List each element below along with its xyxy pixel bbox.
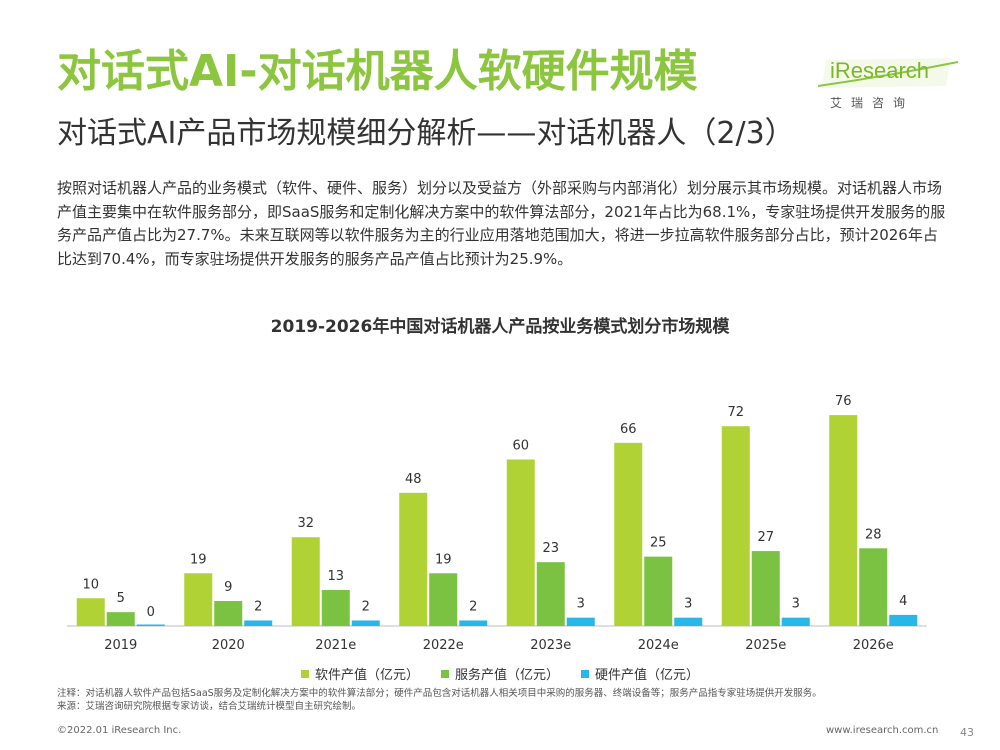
legend-swatch-hardware [581, 669, 589, 678]
bar-2-2025e [781, 617, 810, 626]
legend-label-service: 服务产值（亿元） [454, 668, 559, 683]
iresearch-logo: iResearch 艾瑞咨询 [818, 56, 958, 116]
bar-1-2024e [644, 556, 673, 626]
data-label-1-2025e: 27 [757, 530, 774, 545]
legend-swatch-service [440, 669, 449, 678]
page-title: 对话式AI-对话机器人软硬件规模 [57, 46, 698, 97]
bar-0-2022e [399, 492, 428, 626]
legend-label-software: 软件产值（亿元） [314, 668, 419, 683]
data-label-2-2024e: 3 [684, 597, 692, 612]
bar-0-2023e [506, 459, 535, 626]
data-label-1-2021e: 13 [327, 569, 344, 584]
x-tick-label-2020: 2020 [212, 638, 245, 653]
x-tick-label-2026e: 2026e [853, 638, 894, 653]
bar-0-2020 [184, 573, 213, 626]
bar-2-2022e [459, 620, 488, 626]
source-text: 来源：艾瑞咨询研究院根据专家访谈，结合艾瑞统计模型自主研究绘制。 [57, 701, 362, 712]
data-label-1-2026e: 28 [865, 527, 882, 542]
bar-1-2021e [321, 589, 350, 626]
data-label-0-2026e: 76 [835, 394, 852, 409]
intro-paragraph: 按照对话机器人产品的业务模式（软件、硬件、服务）划分以及受益方（外部采购与内部消… [57, 179, 946, 268]
bar-1-2026e [859, 548, 888, 626]
bar-2-2020 [244, 620, 273, 626]
x-tick-label-2022e: 2022e [423, 638, 464, 653]
chart-notes: 注释：对话机器人软件产品包括SaaS服务及定制化解决方案中的软件算法部分；硬件产… [57, 687, 822, 713]
data-label-2-2026e: 4 [899, 594, 907, 609]
bar-2-2026e [889, 614, 918, 626]
x-tick-label-2021e: 2021e [315, 638, 356, 653]
data-label-0-2020: 19 [190, 552, 207, 567]
bar-1-2019 [106, 612, 135, 626]
data-label-1-2024e: 25 [650, 536, 667, 551]
legend-swatch-software [300, 669, 309, 678]
legend-item-service: 服务产值（亿元） [440, 664, 559, 683]
bar-0-2019 [76, 598, 105, 626]
footer-url[interactable]: www.iresearch.com.cn [826, 725, 939, 736]
data-label-0-2025e: 72 [727, 405, 744, 420]
data-label-0-2022e: 48 [405, 472, 422, 487]
bar-1-2023e [536, 562, 565, 626]
data-label-2-2019: 0 [147, 605, 155, 620]
bar-1-2020 [214, 601, 243, 626]
bar-2-2023e [566, 617, 595, 626]
legend-item-hardware: 硬件产值（亿元） [581, 664, 699, 683]
data-label-1-2023e: 23 [542, 541, 559, 556]
x-tick-label-2023e: 2023e [530, 638, 571, 653]
bar-2-2021e [351, 620, 380, 626]
data-label-2-2020: 2 [254, 599, 262, 614]
bar-0-2025e [721, 426, 750, 626]
logo-shape-icon [818, 58, 958, 88]
legend-item-software: 软件产值（亿元） [300, 664, 419, 683]
data-label-0-2023e: 60 [512, 439, 529, 454]
x-tick-label-2024e: 2024e [638, 638, 679, 653]
logo-subtext: 艾瑞咨询 [830, 96, 915, 110]
data-label-2-2022e: 2 [469, 599, 477, 614]
legend-label-hardware: 硬件产值（亿元） [595, 668, 700, 683]
data-label-2-2021e: 2 [362, 599, 370, 614]
footer-copyright: ©2022.01 iResearch Inc. [57, 725, 182, 736]
page-number: 43 [960, 726, 974, 739]
data-label-1-2020: 9 [224, 580, 232, 595]
data-label-2-2023e: 3 [577, 597, 585, 612]
logo-text: iResearch [830, 58, 930, 83]
bar-0-2024e [614, 442, 643, 626]
bar-1-2022e [429, 573, 458, 626]
chart-legend: 软件产值（亿元） 服务产值（亿元） 硬件产值（亿元） [0, 664, 1000, 683]
data-label-0-2024e: 66 [620, 422, 637, 437]
data-label-0-2021e: 32 [297, 516, 314, 531]
data-label-1-2019: 5 [117, 591, 125, 606]
x-tick-label-2019: 2019 [104, 638, 137, 653]
x-tick-label-2025e: 2025e [745, 638, 786, 653]
bar-2-2019 [136, 624, 165, 626]
page-subtitle: 对话式AI产品市场规模细分解析——对话机器人（2/3） [57, 116, 795, 151]
bar-1-2025e [751, 551, 780, 626]
data-label-0-2019: 10 [82, 577, 99, 592]
bar-0-2021e [291, 537, 320, 626]
chart-title: 2019-2026年中国对话机器人产品按业务模式划分市场规模 [270, 317, 730, 337]
data-label-2-2025e: 3 [792, 597, 800, 612]
data-label-1-2022e: 19 [435, 552, 452, 567]
bar-2-2024e [674, 617, 703, 626]
bar-chart: 10 5 0 2019 19 9 2 2020 32 13 2 2021e 48 19 2 2022e 60 23… [67, 394, 927, 653]
bar-0-2026e [829, 415, 858, 626]
note-text: 注释：对话机器人软件产品包括SaaS服务及定制化解决方案中的软件算法部分；硬件产… [57, 688, 822, 699]
